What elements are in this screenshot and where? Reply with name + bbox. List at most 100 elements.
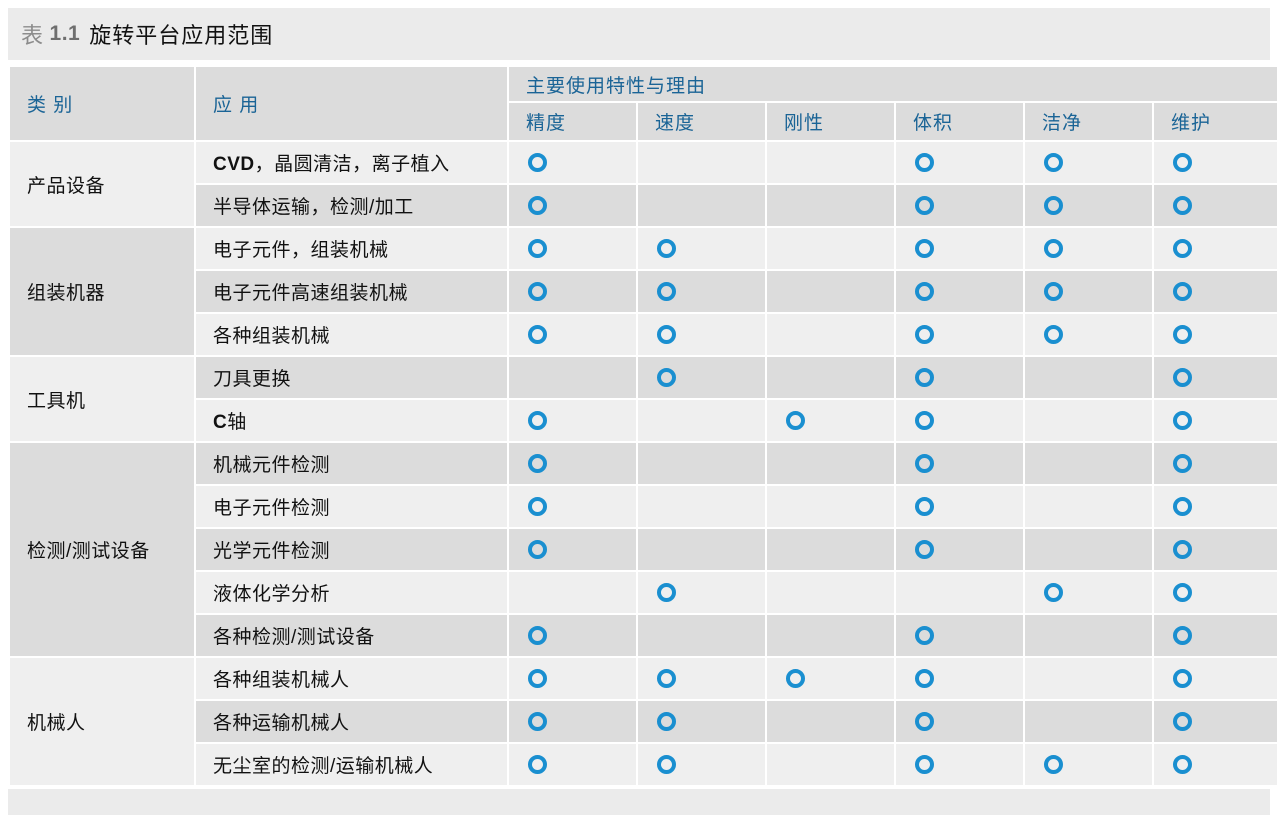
- circle-marker-icon: [1173, 282, 1192, 301]
- mark-cell-filled: [896, 486, 1023, 527]
- mark-cell-filled: [1154, 228, 1277, 269]
- mark-cell-empty: [1025, 443, 1152, 484]
- circle-marker-icon: [915, 669, 934, 688]
- circle-marker-icon: [1044, 239, 1063, 258]
- mark-cell-filled: [509, 228, 636, 269]
- mark-cell-filled: [1154, 744, 1277, 785]
- circle-marker-icon: [915, 411, 934, 430]
- mark-cell-filled: [509, 486, 636, 527]
- mark-cell-filled: [509, 400, 636, 441]
- circle-marker-icon: [657, 583, 676, 602]
- mark-cell-filled: [638, 701, 765, 742]
- table-row: 半导体运输，检测/加工: [10, 185, 1277, 226]
- circle-marker-icon: [1173, 497, 1192, 516]
- caption-title: 旋转平台应用范围: [89, 23, 274, 48]
- circle-marker-icon: [1044, 153, 1063, 172]
- circle-marker-icon: [915, 196, 934, 215]
- circle-marker-icon: [1044, 755, 1063, 774]
- mark-cell-filled: [509, 142, 636, 183]
- circle-marker-icon: [657, 239, 676, 258]
- header-criterion-precision: 精度: [509, 103, 636, 140]
- table-row: 光学元件检测: [10, 529, 1277, 570]
- mark-cell-filled: [896, 443, 1023, 484]
- mark-cell-filled: [1154, 142, 1277, 183]
- circle-marker-icon: [1173, 196, 1192, 215]
- application-cell: 电子元件高速组装机械: [196, 271, 507, 312]
- mark-cell-empty: [1025, 400, 1152, 441]
- circle-marker-icon: [786, 411, 805, 430]
- table-row: 电子元件检测: [10, 486, 1277, 527]
- mark-cell-filled: [896, 529, 1023, 570]
- mark-cell-filled: [509, 701, 636, 742]
- header-application: 应 用: [196, 67, 507, 140]
- circle-marker-icon: [915, 712, 934, 731]
- mark-cell-empty: [1025, 357, 1152, 398]
- mark-cell-filled: [767, 400, 894, 441]
- mark-cell-empty: [1025, 486, 1152, 527]
- application-cell: CVD，晶圆清洁，离子植入: [196, 142, 507, 183]
- mark-cell-empty: [767, 529, 894, 570]
- mark-cell-filled: [767, 658, 894, 699]
- table-footer-band: [8, 789, 1270, 815]
- mark-cell-filled: [1025, 142, 1152, 183]
- mark-cell-filled: [1154, 185, 1277, 226]
- application-cell: 各种组装机械: [196, 314, 507, 355]
- mark-cell-filled: [638, 572, 765, 613]
- mark-cell-filled: [509, 529, 636, 570]
- circle-marker-icon: [528, 712, 547, 731]
- mark-cell-filled: [509, 271, 636, 312]
- table-row: 产品设备 CVD，晶圆清洁，离子植入: [10, 142, 1277, 226]
- header-criterion-speed: 速度: [638, 103, 765, 140]
- application-cell: 各种运输机械人: [196, 701, 507, 742]
- mark-cell-filled: [896, 271, 1023, 312]
- category-cell: 检测/测试设备: [10, 443, 194, 656]
- mark-cell-empty: [767, 701, 894, 742]
- mark-cell-filled: [1154, 443, 1277, 484]
- application-cell: 液体化学分析: [196, 572, 507, 613]
- mark-cell-empty: [509, 357, 636, 398]
- mark-cell-empty: [767, 228, 894, 269]
- header-category: 类 别: [10, 67, 194, 140]
- mark-cell-filled: [509, 314, 636, 355]
- mark-cell-empty: [767, 486, 894, 527]
- mark-cell-filled: [1154, 529, 1277, 570]
- mark-cell-empty: [509, 572, 636, 613]
- header-row-group: 类 别 应 用 主要使用特性与理由: [10, 67, 1277, 140]
- table-row: 组装机器 电子元件，组装机械: [10, 228, 1277, 355]
- mark-cell-filled: [509, 185, 636, 226]
- table-caption: 表 1.1 旋转平台应用范围: [8, 8, 1270, 60]
- table-head: 类 别 应 用 主要使用特性与理由 精度 速度 刚性 体积 洁净 维护: [10, 67, 1277, 140]
- mark-cell-empty: [767, 142, 894, 183]
- table-row: 工具机 刀具更换: [10, 357, 1277, 441]
- mark-cell-empty: [638, 185, 765, 226]
- caption-number: 1.1: [49, 22, 81, 45]
- mark-cell-filled: [509, 615, 636, 656]
- circle-marker-icon: [528, 755, 547, 774]
- category-cell: 机械人: [10, 658, 194, 785]
- circle-marker-icon: [528, 153, 547, 172]
- circle-marker-icon: [915, 626, 934, 645]
- application-cell: 各种检测/测试设备: [196, 615, 507, 656]
- application-prefix: C: [213, 412, 228, 433]
- caption-tag: 表: [21, 23, 44, 48]
- circle-marker-icon: [657, 712, 676, 731]
- circle-marker-icon: [528, 282, 547, 301]
- mark-cell-filled: [1154, 701, 1277, 742]
- circle-marker-icon: [657, 755, 676, 774]
- mark-cell-filled: [638, 228, 765, 269]
- table-row: 各种运输机械人: [10, 701, 1277, 742]
- mark-cell-filled: [1154, 357, 1277, 398]
- circle-marker-icon: [1044, 325, 1063, 344]
- mark-cell-empty: [1025, 701, 1152, 742]
- mark-cell-empty: [767, 271, 894, 312]
- mark-cell-empty: [767, 185, 894, 226]
- mark-cell-empty: [638, 529, 765, 570]
- mark-cell-empty: [767, 572, 894, 613]
- circle-marker-icon: [528, 626, 547, 645]
- header-criterion-rigidity: 刚性: [767, 103, 894, 140]
- mark-cell-filled: [896, 658, 1023, 699]
- header-criteria-group: 主要使用特性与理由: [509, 67, 1277, 101]
- mark-cell-filled: [1025, 314, 1152, 355]
- category-cell: 组装机器: [10, 228, 194, 355]
- circle-marker-icon: [915, 239, 934, 258]
